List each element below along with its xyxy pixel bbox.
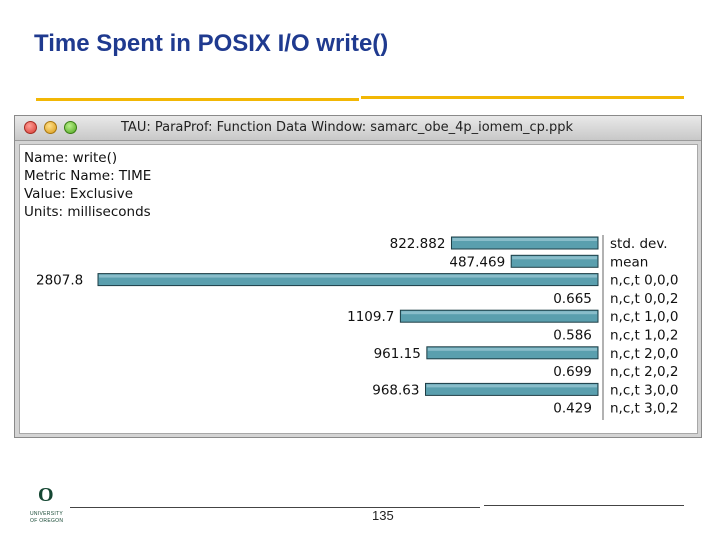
window-titlebar[interactable]: TAU: ParaProf: Function Data Window: sam… xyxy=(15,116,701,141)
function-bar-chart: 822.882 std. dev. 487.469 mean 2807.8 n,c,t 0… xyxy=(36,235,679,420)
bar-highlight xyxy=(427,347,597,351)
function-name-label: Name: write() xyxy=(24,150,118,166)
bar-highlight xyxy=(99,274,597,278)
paraprof-window: TAU: ParaProf: Function Data Window: sam… xyxy=(14,115,702,438)
bar-category-label: n,c,t 2,0,0 xyxy=(610,346,679,362)
page-number: 135 xyxy=(372,508,394,523)
bar-highlight xyxy=(512,256,597,260)
bar-category-label: n,c,t 3,0,0 xyxy=(610,382,679,398)
minimize-icon[interactable] xyxy=(44,121,57,134)
logo-letter: O xyxy=(38,484,54,506)
bar-category-label: std. dev. xyxy=(610,236,668,252)
bar-category-label: n,c,t 1,0,0 xyxy=(610,309,679,325)
bar-highlight xyxy=(401,311,597,315)
footer-rule-right xyxy=(484,505,684,506)
university-logo: O UNIVERSITY OF OREGON xyxy=(30,484,70,528)
title-underline-left xyxy=(36,98,359,101)
bar-value-label: 961.15 xyxy=(374,346,421,362)
footer-rule-left xyxy=(70,507,480,508)
bar-category-label: n,c,t 2,0,2 xyxy=(610,364,679,380)
bar-value-label: 822.882 xyxy=(390,236,446,252)
bar-highlight xyxy=(452,238,597,241)
bar-category-label: n,c,t 0,0,2 xyxy=(610,291,679,307)
bar-value-label: 0.586 xyxy=(553,328,592,344)
bar-category-label: mean xyxy=(610,254,648,270)
bar-value-label: 0.429 xyxy=(553,401,592,417)
logo-text-line2: OF OREGON xyxy=(30,518,64,524)
bar-value-label: 487.469 xyxy=(449,254,505,270)
units-label: Units: milliseconds xyxy=(24,204,151,220)
bar-value-label: 0.699 xyxy=(553,364,592,380)
bar-value-label: 968.63 xyxy=(372,382,419,398)
bar-value-label: 0.665 xyxy=(553,291,592,307)
slide-title: Time Spent in POSIX I/O write() xyxy=(34,30,389,57)
bar-category-label: n,c,t 1,0,2 xyxy=(610,328,679,344)
close-icon[interactable] xyxy=(24,121,37,134)
bar-category-label: n,c,t 3,0,2 xyxy=(610,401,679,417)
bar-value-label: 2807.8 xyxy=(36,273,83,289)
zoom-icon[interactable] xyxy=(64,121,77,134)
function-data-panel: Name: write() Metric Name: TIME Value: E… xyxy=(19,144,698,434)
bar-category-label: n,c,t 0,0,0 xyxy=(610,273,679,289)
title-underline-right xyxy=(361,96,684,99)
bar-highlight xyxy=(426,384,597,388)
value-type-label: Value: Exclusive xyxy=(24,186,134,202)
logo-text-line1: UNIVERSITY xyxy=(30,511,64,517)
bar-value-label: 1109.7 xyxy=(347,309,394,325)
metric-name-label: Metric Name: TIME xyxy=(24,168,152,184)
window-title: TAU: ParaProf: Function Data Window: sam… xyxy=(121,120,574,135)
